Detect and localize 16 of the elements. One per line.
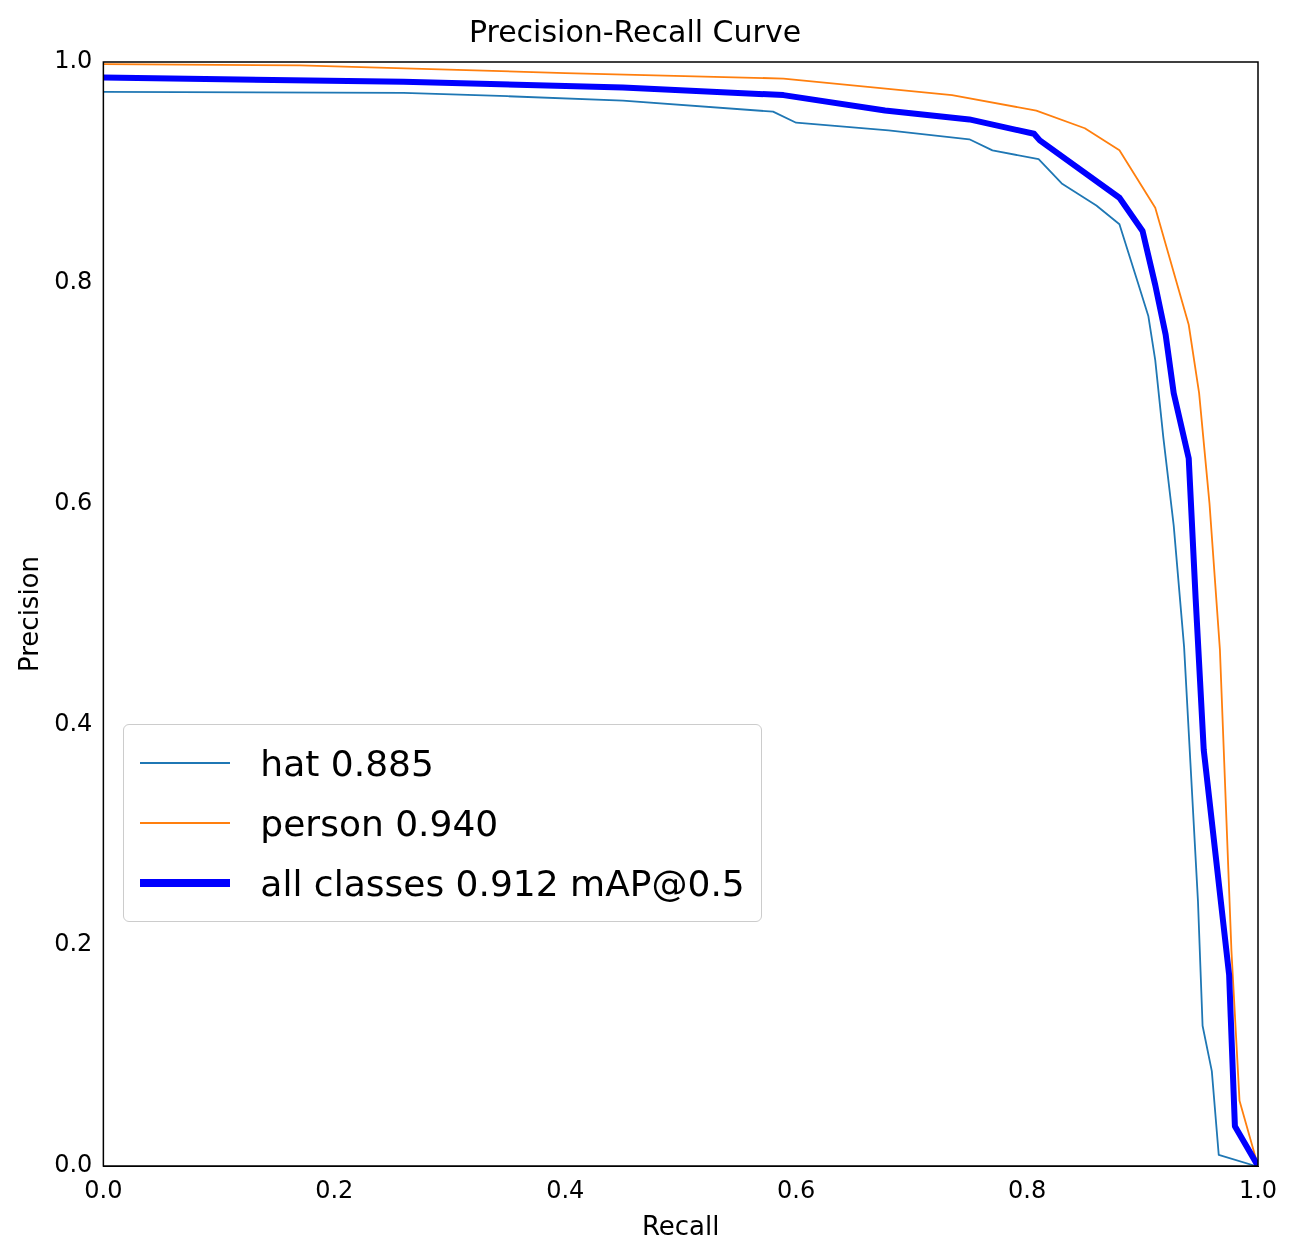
legend-label: person 0.940 bbox=[260, 802, 499, 844]
y-tick-label: 0.6 bbox=[54, 487, 93, 516]
legend-label: all classes 0.912 mAP@0.5 bbox=[260, 862, 745, 904]
y-tick-label: 1.0 bbox=[54, 46, 93, 75]
x-tick-label: 0.6 bbox=[777, 1175, 816, 1204]
y-tick-label: 0.2 bbox=[54, 929, 93, 958]
x-tick-label: 1.0 bbox=[1238, 1175, 1278, 1204]
y-axis-title: Precision bbox=[14, 555, 45, 673]
chart-title: Precision-Recall Curve bbox=[468, 13, 802, 49]
x-tick-label: 0.4 bbox=[546, 1175, 585, 1204]
x-axis-title: Recall bbox=[641, 1211, 720, 1242]
y-tick-label: 0.4 bbox=[54, 708, 93, 737]
y-tick-label: 0.8 bbox=[54, 267, 93, 296]
x-tick-label: 0.8 bbox=[1007, 1175, 1047, 1204]
x-tick-label: 0.2 bbox=[315, 1175, 354, 1204]
legend-label: hat 0.885 bbox=[260, 742, 434, 784]
